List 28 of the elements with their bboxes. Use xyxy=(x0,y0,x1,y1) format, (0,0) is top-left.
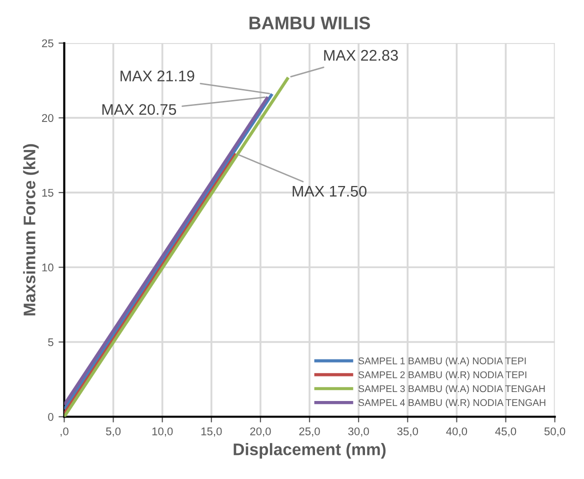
annotation: MAX 20.75 xyxy=(102,104,176,115)
legend-label: SAMPEL 1 BAMBU (W.A) NODIA TEPI xyxy=(358,357,526,366)
x-tick-label: 10,0 xyxy=(152,427,173,437)
x-tick-label: 45,0 xyxy=(495,427,516,437)
x-tick-label: 5,0 xyxy=(106,427,121,437)
y-tick-label: 5 xyxy=(48,338,54,346)
legend-label: SAMPEL 3 BAMBU (W.A) NODIA TENGAH xyxy=(358,384,545,394)
y-tick-label: 0 xyxy=(48,412,54,421)
y-tick-label: 25 xyxy=(42,39,54,48)
legend-label: SAMPEL 2 BAMBU (W.R) NODIA TEPI xyxy=(358,371,526,380)
x-tick-label: ,0 xyxy=(60,427,68,437)
annotation: MAX 21.19 xyxy=(120,70,194,82)
x-tick-label: 30,0 xyxy=(348,427,369,437)
x-tick-label: 40,0 xyxy=(446,427,468,437)
x-tick-label: 20,0 xyxy=(250,427,271,437)
x-tick-label: 35,0 xyxy=(397,427,418,437)
y-axis-title: Maxsimum Force (kN) xyxy=(23,144,39,316)
annotation: MAX 17.50 xyxy=(292,186,366,197)
x-tick-label: 50,0 xyxy=(544,427,566,437)
x-tick-label: 15,0 xyxy=(201,427,222,437)
x-axis-title: Displacement (mm) xyxy=(234,443,386,459)
annotation: MAX 22.83 xyxy=(324,50,398,61)
y-tick-label: 20 xyxy=(42,114,54,122)
legend-label: SAMPEL 4 BAMBU (W.R) NODIA TENGAH xyxy=(358,398,546,408)
y-tick-label: 15 xyxy=(42,188,54,197)
y-tick-label: 10 xyxy=(42,264,54,272)
chart-title: BAMBU WILIS xyxy=(250,16,370,30)
x-tick-label: 25,0 xyxy=(299,427,320,437)
